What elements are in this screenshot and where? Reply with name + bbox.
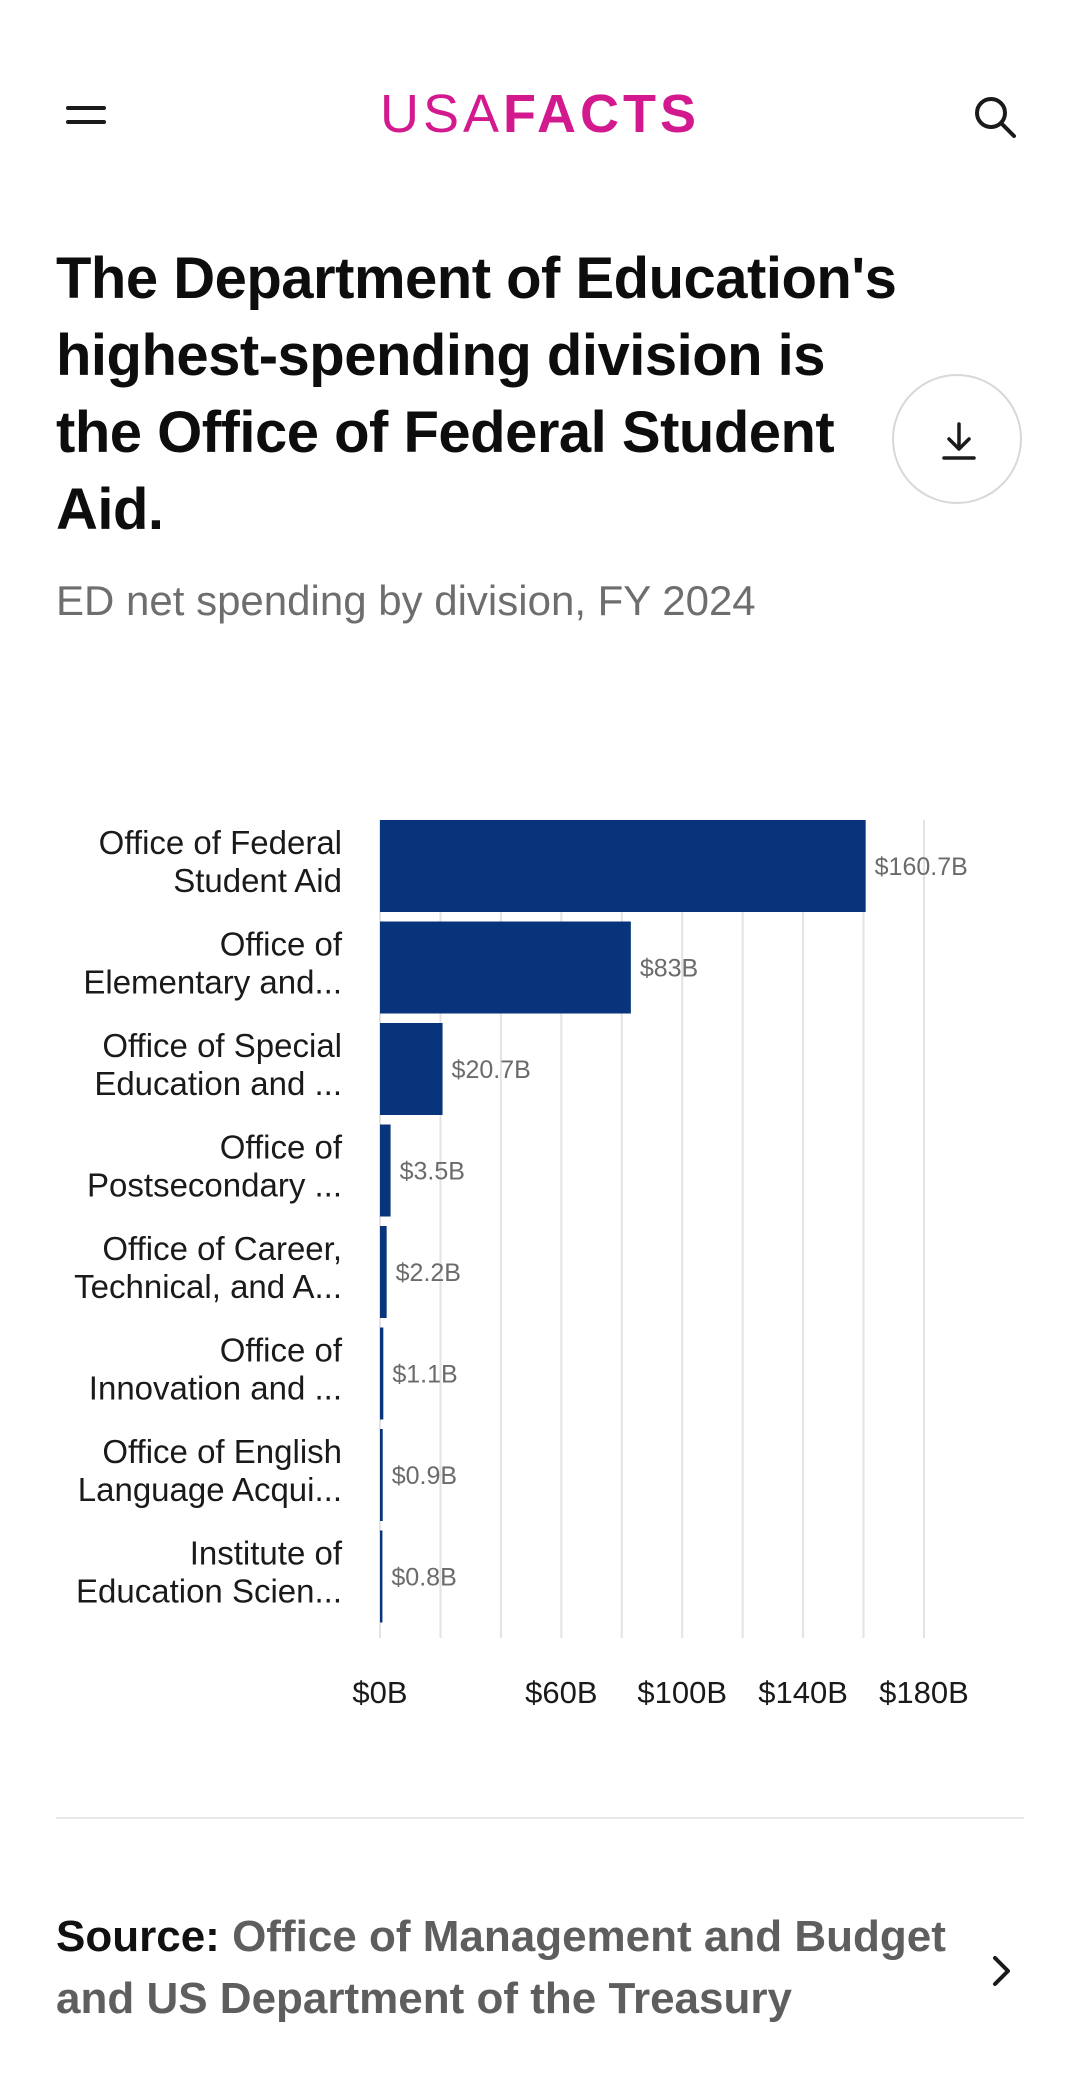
- source-label: Source:: [56, 1912, 220, 1961]
- category-label-4-line-0: Office of Career,: [102, 1230, 342, 1267]
- spending-bar-chart: $160.7B Office of Federal Student Aid $83B O…: [0, 780, 1080, 1740]
- tick-label-1: $60B: [525, 1675, 597, 1710]
- tick-label-2: $100B: [637, 1675, 727, 1710]
- category-label-5-line-1: Innovation and ...: [89, 1370, 342, 1407]
- download-icon: [942, 422, 976, 460]
- category-label-6-line-0: Office of English: [102, 1433, 342, 1470]
- value-label-2: $20.7B: [452, 1056, 531, 1084]
- bar-4: [380, 1226, 387, 1318]
- logo-usa: USA: [379, 84, 504, 144]
- bar-3: [380, 1124, 391, 1217]
- chevron-right-icon[interactable]: [990, 1953, 1014, 1989]
- page-title: The Department of Education's highest-sp…: [56, 246, 897, 542]
- tick-label-4: $180B: [879, 1675, 969, 1710]
- tick-label-3: $140B: [758, 1675, 848, 1710]
- category-label-2-line-0: Office of Special: [102, 1027, 342, 1064]
- chart-subtitle: ED net spending by division, FY 2024: [56, 577, 756, 624]
- value-label-0: $160.7B: [875, 853, 968, 881]
- category-label-7-line-0: Institute of: [190, 1535, 343, 1572]
- value-label-1: $83B: [640, 955, 698, 983]
- category-label-3-line-0: Office of: [220, 1129, 343, 1166]
- bar-6: [380, 1429, 383, 1521]
- category-label-6-line-1: Language Acqui...: [78, 1471, 342, 1508]
- category-label-0-line-1: Student Aid: [173, 862, 342, 899]
- download-button[interactable]: [892, 374, 1022, 504]
- value-label-5: $1.1B: [392, 1361, 457, 1389]
- value-label-6: $0.9B: [392, 1462, 457, 1490]
- tick-label-0: $0B: [352, 1675, 407, 1710]
- category-label-0-line-0: Office of Federal: [99, 824, 342, 861]
- search-icon[interactable]: [972, 94, 1018, 140]
- category-label-1-line-0: Office of: [220, 926, 343, 963]
- source-text: Office of Management and Budget and US D…: [56, 1912, 946, 2023]
- bar-7: [380, 1530, 383, 1623]
- bar-5: [380, 1327, 384, 1420]
- bar-0: [380, 820, 866, 912]
- bar-2: [380, 1023, 443, 1115]
- hamburger-menu-icon[interactable]: [66, 102, 106, 128]
- source-link[interactable]: Source: Office of Management and Budget …: [56, 1906, 986, 2030]
- logo-facts: FACTS: [503, 84, 701, 144]
- value-label-3: $3.5B: [400, 1158, 465, 1186]
- value-label-4: $2.2B: [396, 1259, 461, 1287]
- category-label-1-line-1: Elementary and...: [83, 964, 342, 1001]
- bar-1: [380, 921, 631, 1014]
- category-label-4-line-1: Technical, and A...: [74, 1268, 342, 1305]
- category-label-5-line-0: Office of: [220, 1332, 343, 1369]
- usafacts-logo[interactable]: USAFACTS: [0, 82, 1080, 146]
- value-label-7: $0.8B: [391, 1564, 456, 1592]
- category-label-3-line-1: Postsecondary ...: [87, 1167, 342, 1204]
- category-label-7-line-1: Education Scien...: [76, 1573, 342, 1610]
- category-label-2-line-1: Education and ...: [94, 1065, 342, 1102]
- divider: [56, 1817, 1024, 1819]
- header: USAFACTS: [0, 0, 1080, 230]
